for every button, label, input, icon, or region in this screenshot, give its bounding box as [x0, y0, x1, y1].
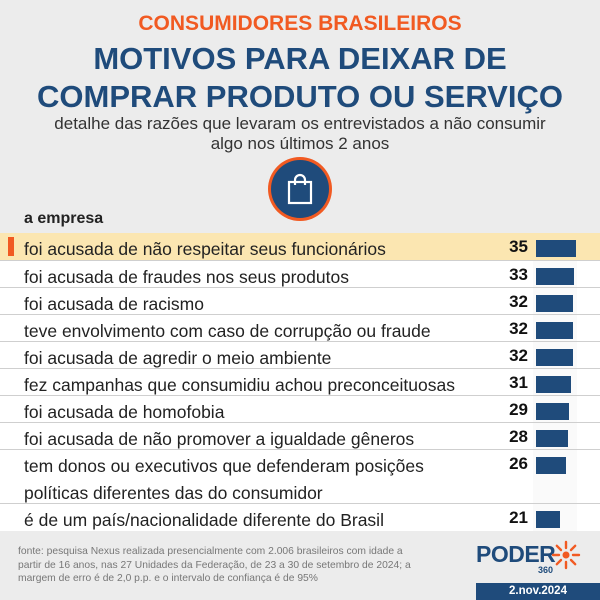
category-label: foi acusada de racismo	[24, 291, 464, 318]
value-label: 32	[509, 292, 528, 311]
bar	[536, 457, 566, 474]
bar-row: foi acusada de homofobia 29	[0, 395, 600, 423]
category-label-line: foi acusada de não respeitar seus funcio…	[24, 239, 386, 259]
chart-background	[0, 233, 600, 531]
category-label: tem donos ou executivos que defenderam p…	[24, 453, 464, 507]
bar	[536, 240, 576, 257]
value-label: 29	[509, 400, 528, 419]
bar	[536, 322, 573, 339]
value-label: 32	[509, 319, 528, 338]
subtitle-line-1: detalhe das razões que levaram os entrev…	[54, 114, 546, 133]
source-line-1: fonte: pesquisa Nexus realizada presenci…	[18, 546, 403, 557]
category-label-line: foi acusada de não promover a igualdade …	[24, 429, 415, 449]
shopping-bag-icon	[271, 160, 329, 218]
category-label-line: foi acusada de homofobia	[24, 402, 225, 422]
chart-title: MOTIVOS PARA DEIXAR DE COMPRAR PRODUTO O…	[0, 40, 600, 116]
category-label: foi acusada de não promover a igualdade …	[24, 426, 464, 453]
category-label: foi acusada de fraudes nos seus produtos	[24, 264, 464, 291]
logo-text: PODER	[476, 541, 556, 567]
highlight-marker	[8, 237, 14, 256]
value-label: 26	[509, 454, 528, 473]
category-label-line: teve envolvimento com caso de corrupção …	[24, 321, 431, 341]
category-label: foi acusada de homofobia	[24, 399, 464, 426]
category-label-line: fez campanhas que consumidiu achou preco…	[24, 375, 455, 395]
category-label-line: foi acusada de agredir o meio ambiente	[24, 348, 332, 368]
bar-row: foi acusada de agredir o meio ambiente 32	[0, 341, 600, 369]
bar-row: foi acusada de fraudes nos seus produtos…	[0, 260, 600, 288]
category-label-line: é de um país/nacionalidade diferente do …	[24, 510, 384, 530]
chart-subtitle: detalhe das razões que levaram os entrev…	[40, 114, 560, 154]
category-label: é de um país/nacionalidade diferente do …	[24, 507, 464, 534]
value-label: 33	[509, 265, 528, 284]
category-label: foi acusada de não respeitar seus funcio…	[24, 236, 464, 263]
bar-row: teve envolvimento com caso de corrupção …	[0, 314, 600, 342]
bar-row: foi acusada de não respeitar seus funcio…	[0, 233, 600, 260]
value-label: 21	[509, 508, 528, 527]
category-label: foi acusada de agredir o meio ambiente	[24, 345, 464, 372]
bar-row: fez campanhas que consumidiu achou preco…	[0, 368, 600, 396]
title-line-1: MOTIVOS PARA DEIXAR DE	[93, 41, 507, 76]
bar	[536, 295, 573, 312]
bar	[536, 511, 560, 528]
bar	[536, 268, 574, 285]
bar	[536, 349, 573, 366]
category-label: teve envolvimento com caso de corrupção …	[24, 318, 464, 345]
source-line-2: partir de 16 anos, nas 27 Unidades da Fe…	[18, 559, 411, 571]
bar	[536, 403, 569, 420]
value-label: 35	[509, 237, 528, 256]
bar	[536, 430, 568, 447]
sunburst-icon	[551, 540, 581, 570]
value-label: 32	[509, 346, 528, 365]
bar	[536, 376, 571, 393]
category-label-line: políticas diferentes das do consumidor	[24, 483, 323, 503]
value-label: 28	[509, 427, 528, 446]
poder360-logo: PODER 360	[476, 540, 586, 575]
bar-row: foi acusada de não promover a igualdade …	[0, 422, 600, 450]
bar-row: foi acusada de racismo 32	[0, 287, 600, 315]
title-line-2: COMPRAR PRODUTO OU SERVIÇO	[37, 79, 563, 114]
value-label: 31	[509, 373, 528, 392]
group-label: a empresa	[24, 210, 104, 227]
category-label-line: foi acusada de fraudes nos seus produtos	[24, 267, 349, 287]
category-label: fez campanhas que consumidiu achou preco…	[24, 372, 464, 399]
category-label-line: tem donos ou executivos que defenderam p…	[24, 456, 424, 476]
publication-date: 2.nov.2024	[476, 583, 600, 600]
source-line-3: margem de erro é de 2,0 p.p. e o interva…	[18, 573, 318, 584]
bar-row: é de um país/nacionalidade diferente do …	[0, 503, 600, 531]
logo-sub: 360	[538, 565, 554, 575]
subtitle-line-2: algo nos últimos 2 anos	[210, 134, 390, 153]
bar-row: tem donos ou executivos que defenderam p…	[0, 449, 600, 504]
kicker: CONSUMIDORES BRASILEIROS	[138, 12, 462, 35]
source-note: fonte: pesquisa Nexus realizada presenci…	[18, 545, 458, 586]
category-label-line: foi acusada de racismo	[24, 294, 204, 314]
